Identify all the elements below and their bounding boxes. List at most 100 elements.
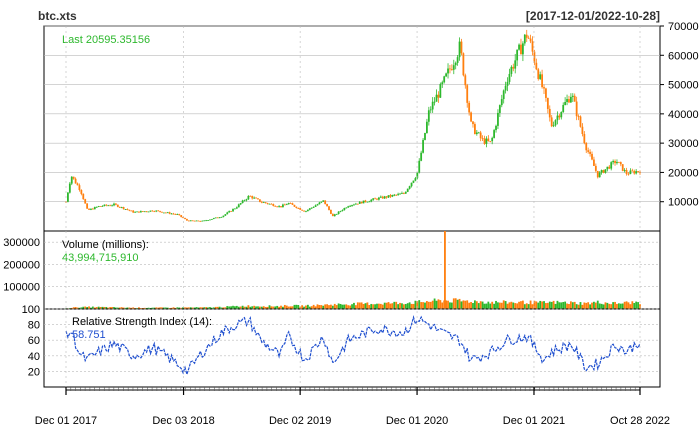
volume-bar [128, 307, 131, 309]
price-candle [429, 109, 432, 111]
price-candle [583, 134, 586, 144]
volume-bar [583, 302, 586, 309]
price-candle [510, 66, 513, 74]
volume-bar [339, 303, 342, 309]
volume-bar [619, 303, 622, 309]
price-candle [278, 206, 280, 207]
volume-panel: 100000 200000 300000 Volume (millions): 43… [3, 230, 661, 310]
volume-bar [72, 307, 75, 309]
price-candle [456, 57, 459, 63]
volume-bar [235, 305, 238, 309]
volume-bar [610, 304, 613, 309]
volume-bar [276, 305, 279, 309]
volume-tick-label: 100000 [3, 282, 40, 294]
price-candle [562, 104, 565, 113]
price-candle [212, 218, 215, 219]
price-candle [571, 95, 574, 97]
price-candle [606, 166, 609, 170]
volume-bar [84, 306, 87, 309]
volume-bar [612, 302, 615, 309]
volume-bar [258, 306, 261, 309]
volume-bar [203, 307, 206, 309]
volume-bar [224, 307, 227, 309]
volume-bar [399, 302, 401, 309]
volume-grid [44, 241, 660, 288]
volume-bar [333, 303, 336, 309]
volume-bar [180, 307, 183, 309]
volume-bar [93, 307, 96, 309]
volume-bar [241, 305, 244, 309]
volume-bar [466, 300, 469, 309]
price-candle [322, 200, 325, 202]
price-candle [318, 202, 321, 205]
price-candle [345, 207, 348, 209]
price-candle [128, 209, 131, 211]
price-candle [272, 204, 275, 206]
volume-bar [285, 305, 288, 309]
price-candle [86, 203, 89, 209]
volume-bar [579, 302, 582, 309]
price-candle [598, 172, 601, 178]
volume-bar [514, 303, 517, 309]
price-candle [387, 195, 390, 198]
price-candle [138, 211, 140, 213]
volume-bar [564, 301, 567, 309]
price-candle [157, 210, 160, 212]
price-candle [364, 200, 367, 202]
price-candle [297, 207, 300, 209]
price-candle [619, 162, 622, 165]
price-candle [518, 44, 520, 50]
price-candle [295, 206, 298, 208]
price-candle [210, 218, 213, 220]
price-candle [90, 208, 92, 210]
price-candle [330, 209, 332, 214]
price-candle [283, 204, 286, 206]
volume-bar [393, 301, 396, 309]
price-candle [306, 209, 309, 211]
price-candle [366, 201, 369, 203]
price-candle [76, 183, 79, 186]
volume-bar [378, 303, 380, 309]
price-candle [163, 212, 165, 214]
volume-bar [147, 307, 150, 309]
volume-bar [416, 301, 419, 309]
x-tick-label: Dec 01 2017 [35, 415, 97, 427]
price-candle [347, 206, 350, 208]
volume-bar [212, 307, 215, 309]
volume-bar [237, 306, 240, 309]
price-candle [132, 210, 135, 213]
volume-bar [187, 307, 190, 309]
price-candle [245, 199, 248, 201]
volume-bar [163, 307, 165, 309]
price-candle [625, 170, 628, 174]
volume-bar [537, 302, 540, 309]
volume-bar [251, 306, 254, 309]
volume-bar [297, 304, 300, 309]
volume-bar [548, 301, 551, 309]
volume-bar [397, 304, 400, 309]
price-candle [116, 204, 119, 207]
rsi-panel: 20 40 60 80 100 Relative Strength Index (14)… [22, 304, 661, 388]
price-candle [349, 205, 352, 207]
volume-bar [88, 306, 90, 309]
volume-bar [155, 307, 158, 309]
volume-bar [103, 306, 106, 309]
price-candle [591, 153, 593, 160]
volume-bar [556, 300, 559, 309]
volume-bar [283, 304, 286, 309]
volume-bar [278, 306, 280, 309]
price-candle [222, 215, 225, 218]
price-candle [360, 201, 363, 204]
volume-bar [218, 306, 221, 309]
volume-bar [539, 300, 542, 309]
price-candle [497, 112, 499, 126]
price-candle [67, 192, 69, 202]
volume-bar [412, 303, 415, 309]
price-candle [374, 198, 376, 200]
price-candle [189, 220, 192, 222]
x-axis: Dec 01 2017 Dec 03 2018 Dec 02 2019 Dec 01 … [35, 26, 670, 427]
volume-bar [270, 306, 273, 309]
volume-bar [468, 302, 471, 309]
volume-bar [101, 306, 104, 309]
price-candle [155, 210, 158, 212]
